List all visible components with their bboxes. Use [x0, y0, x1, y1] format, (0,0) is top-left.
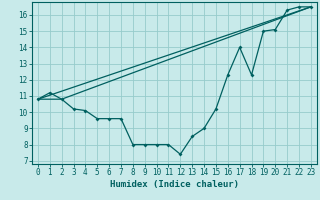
X-axis label: Humidex (Indice chaleur): Humidex (Indice chaleur) [110, 180, 239, 189]
